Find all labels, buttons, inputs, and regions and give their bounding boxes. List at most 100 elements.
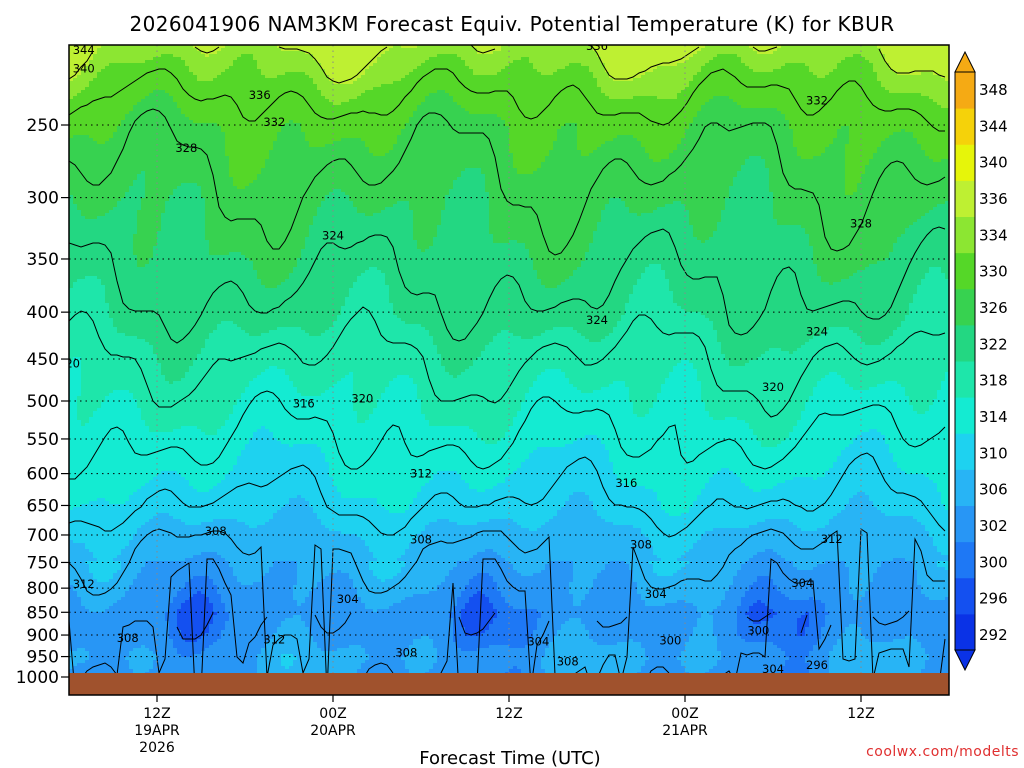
band-cell bbox=[625, 207, 630, 304]
band-cell bbox=[893, 93, 898, 133]
band-cell bbox=[517, 411, 522, 469]
band-cell bbox=[497, 483, 502, 520]
band-cell bbox=[513, 168, 518, 241]
band-cell bbox=[517, 243, 522, 337]
band-cell bbox=[409, 504, 414, 544]
band-cell bbox=[545, 330, 550, 370]
band-cell bbox=[537, 279, 542, 337]
band-cell bbox=[353, 534, 358, 589]
band-cell bbox=[125, 336, 130, 391]
band-cell bbox=[677, 363, 682, 517]
band-cell bbox=[377, 399, 382, 505]
band-cell bbox=[185, 66, 190, 118]
band-cell bbox=[205, 45, 210, 58]
band-cell bbox=[525, 645, 530, 694]
band-cell bbox=[725, 96, 730, 199]
band-cell bbox=[321, 45, 326, 70]
band-cell bbox=[225, 420, 230, 475]
band-cell bbox=[441, 471, 446, 520]
band-cell bbox=[85, 45, 90, 67]
band-cell bbox=[285, 72, 290, 124]
x-tick-label: 12Z bbox=[847, 706, 874, 722]
band-cell bbox=[693, 606, 698, 628]
band-cell bbox=[537, 618, 542, 694]
band-cell bbox=[629, 570, 634, 640]
band-cell bbox=[641, 648, 646, 667]
band-cell bbox=[881, 642, 886, 694]
band-cell bbox=[753, 525, 758, 556]
band-cell bbox=[457, 45, 462, 58]
band-cell bbox=[697, 540, 702, 613]
band-cell bbox=[481, 75, 486, 115]
band-cell bbox=[501, 597, 506, 646]
band-cell bbox=[209, 522, 214, 553]
band-cell bbox=[317, 648, 322, 694]
band-cell bbox=[209, 624, 214, 646]
band-cell bbox=[649, 264, 654, 409]
band-cell bbox=[493, 552, 498, 583]
band-cell bbox=[521, 648, 526, 676]
band-cell bbox=[349, 645, 354, 688]
band-cell bbox=[225, 519, 230, 562]
band-cell bbox=[729, 54, 734, 100]
band-cell bbox=[73, 78, 78, 97]
band-cell bbox=[845, 45, 850, 58]
band-cell bbox=[89, 561, 94, 574]
band-cell bbox=[537, 528, 542, 574]
band-cell bbox=[705, 240, 710, 319]
band-cell bbox=[409, 645, 414, 676]
band-cell bbox=[589, 639, 594, 694]
band-cell bbox=[797, 618, 802, 637]
band-cell bbox=[877, 510, 882, 568]
band-cell bbox=[789, 354, 794, 433]
band-cell bbox=[721, 528, 726, 601]
colorbar-swatch bbox=[955, 180, 975, 217]
band-cell bbox=[781, 519, 786, 559]
band-cell bbox=[445, 519, 450, 577]
band-cell bbox=[561, 282, 566, 328]
band-cell bbox=[749, 558, 754, 586]
band-cell bbox=[149, 93, 154, 259]
band-cell bbox=[881, 342, 886, 385]
band-cell bbox=[469, 651, 474, 694]
band-cell bbox=[421, 252, 426, 328]
band-cell bbox=[385, 45, 390, 52]
band-cell bbox=[733, 102, 738, 178]
band-cell bbox=[325, 462, 330, 529]
band-cell bbox=[117, 600, 122, 694]
band-cell bbox=[129, 540, 134, 586]
band-cell bbox=[537, 72, 542, 169]
band-cell bbox=[677, 201, 682, 307]
band-cell bbox=[621, 642, 626, 694]
band-cell bbox=[897, 237, 902, 328]
band-cell bbox=[365, 546, 370, 610]
band-cell bbox=[241, 54, 246, 190]
band-cell bbox=[773, 108, 778, 220]
band-cell bbox=[365, 420, 370, 499]
band-cell bbox=[277, 627, 282, 694]
band-cell bbox=[893, 516, 898, 559]
band-cell bbox=[637, 594, 642, 643]
band-cell bbox=[513, 471, 518, 523]
band-cell bbox=[229, 471, 234, 520]
band-cell bbox=[497, 555, 502, 592]
band-cell bbox=[669, 603, 674, 694]
band-cell bbox=[177, 108, 182, 187]
band-cell bbox=[625, 564, 630, 643]
band-cell bbox=[433, 591, 438, 649]
band-cell bbox=[557, 630, 562, 694]
band-cell bbox=[449, 426, 454, 472]
band-cell bbox=[857, 492, 862, 601]
band-cell bbox=[425, 60, 430, 97]
band-cell bbox=[757, 156, 762, 358]
band-cell bbox=[749, 48, 754, 70]
band-cell bbox=[97, 72, 102, 145]
band-cell bbox=[477, 573, 482, 592]
band-cell bbox=[605, 387, 610, 451]
contour-label: 304 bbox=[762, 662, 784, 676]
band-cell bbox=[889, 93, 894, 136]
band-cell bbox=[285, 51, 290, 73]
band-cell bbox=[533, 531, 538, 574]
band-cell bbox=[817, 639, 822, 694]
band-cell bbox=[77, 648, 82, 664]
